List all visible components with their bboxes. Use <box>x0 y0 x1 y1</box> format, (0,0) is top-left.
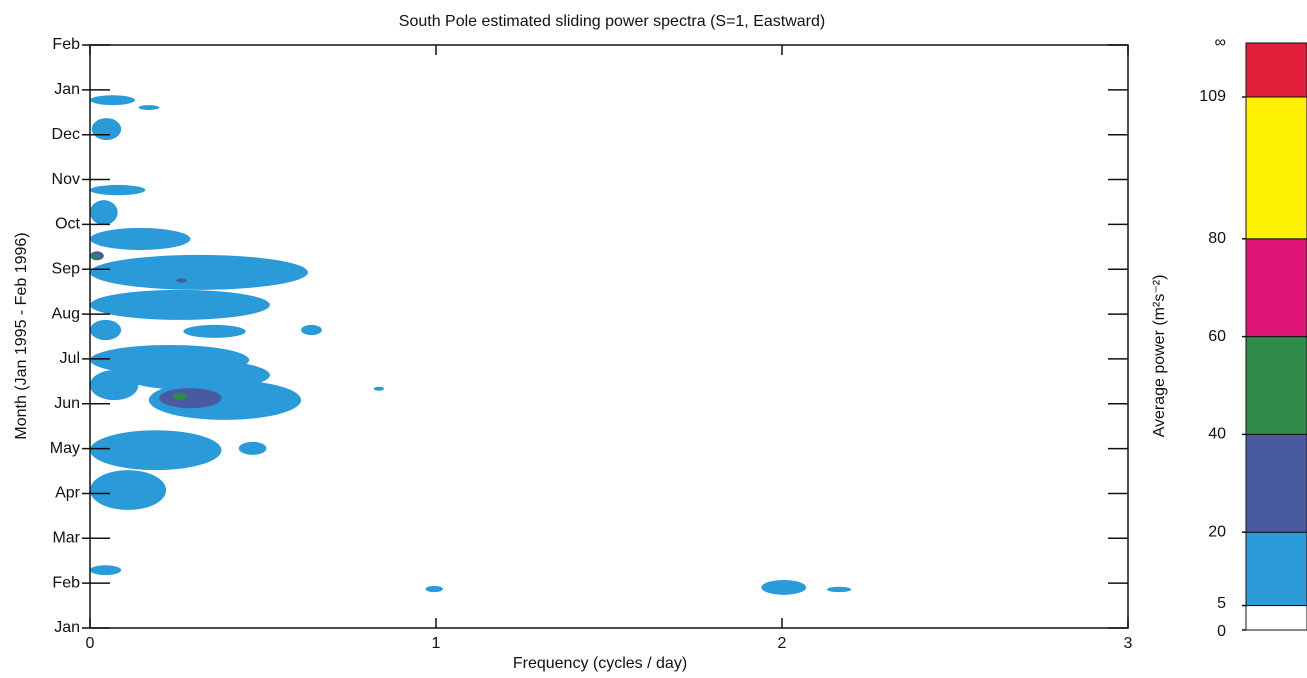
contour-region <box>90 565 122 576</box>
colorbar-tick-label: 5 <box>1217 595 1226 612</box>
colorbar-label: Average power (m²s⁻²) <box>1151 275 1168 438</box>
colorbar-tick-label: 40 <box>1208 426 1226 443</box>
contour-region <box>159 388 222 409</box>
colorbar-level <box>1245 605 1307 631</box>
contour-region <box>90 95 135 106</box>
x-tick-label: 1 <box>432 635 441 652</box>
y-tick-label: Aug <box>52 305 80 322</box>
y-tick-label: May <box>50 440 80 457</box>
contour-region <box>90 184 146 196</box>
contour-region <box>90 370 139 401</box>
y-tick-label: Jan <box>54 81 80 98</box>
y-tick-label: Jan <box>54 619 80 636</box>
x-axis-label: Frequency (cycles / day) <box>513 655 687 672</box>
colorbar-level <box>1245 433 1307 533</box>
y-tick-label: Mar <box>52 530 80 547</box>
contour-region <box>90 319 122 341</box>
colorbar-tick-label: 80 <box>1208 230 1226 247</box>
x-tick-label: 2 <box>778 635 787 652</box>
contour-region <box>173 393 187 401</box>
contour-region <box>826 586 852 593</box>
colorbar-tick-label: 0 <box>1217 623 1226 640</box>
colorbar-level <box>1245 531 1307 607</box>
colorbar-level <box>1245 336 1307 435</box>
y-tick-label: Apr <box>55 485 81 502</box>
contour-region <box>425 585 443 593</box>
colorbar-tick-label: 60 <box>1208 328 1226 345</box>
y-tick-label: Dec <box>52 126 80 143</box>
y-tick-label: Oct <box>55 216 80 233</box>
contour-region <box>91 118 122 141</box>
y-tick-label: Sep <box>52 260 81 277</box>
y-tick-label: Nov <box>52 171 80 188</box>
contour-region <box>90 254 308 290</box>
contour-region <box>138 105 160 111</box>
contour-region <box>176 278 187 283</box>
y-tick-label: Feb <box>52 36 80 53</box>
contour-region <box>90 227 191 250</box>
contour-region <box>90 200 118 225</box>
colorbar-level <box>1245 42 1307 98</box>
contour-region <box>90 289 270 320</box>
contour-region <box>90 253 101 259</box>
colorbar-tick-label: 20 <box>1208 523 1226 540</box>
colorbar-level <box>1245 238 1307 338</box>
y-tick-label: Jun <box>54 395 80 412</box>
contour-region <box>761 580 807 595</box>
contour-region <box>373 386 385 391</box>
y-tick-label: Feb <box>52 574 80 591</box>
y-axis-label: Month (Jan 1995 - Feb 1996) <box>13 232 30 439</box>
plot-frame <box>89 44 1129 629</box>
contour-region <box>183 324 246 338</box>
x-tick-label: 0 <box>86 635 95 652</box>
x-tick-label: 3 <box>1124 635 1133 652</box>
contour-region <box>301 324 322 336</box>
contour-region <box>90 430 222 471</box>
contour-region <box>90 470 167 511</box>
chart-title: South Pole estimated sliding power spect… <box>399 13 825 30</box>
colorbar-tick-label: ∞ <box>1215 34 1226 51</box>
y-tick-label: Jul <box>60 350 80 367</box>
colorbar-tick-label: 109 <box>1199 88 1226 105</box>
contour-region <box>238 441 267 455</box>
colorbar-level <box>1245 96 1307 240</box>
